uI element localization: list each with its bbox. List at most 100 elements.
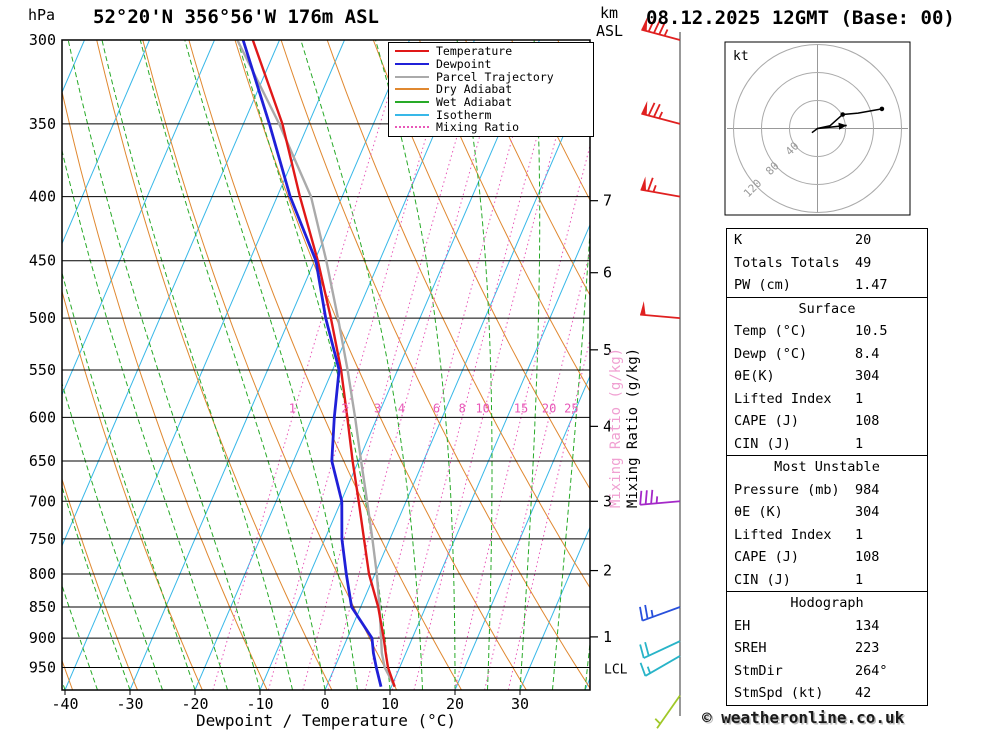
table-row: K 20: [727, 229, 927, 252]
lcl-label: LCL: [604, 662, 628, 677]
table-section: Most Unstable Pressure (mb) 984 θE (K) 304 Li…: [726, 455, 928, 592]
table-row-label: Pressure (mb): [734, 481, 840, 498]
legend-label: Dry Adiabat: [436, 82, 513, 97]
parcel-trajectory-curve: [236, 40, 396, 688]
legend-item: Temperature: [395, 45, 589, 58]
table-row: PW (cm) 1.47: [727, 274, 927, 297]
table-row-value: 304: [855, 368, 880, 384]
legend-item: Isotherm: [395, 108, 589, 121]
legend-label: Dewpoint: [436, 57, 492, 72]
table-row: StmDir 264°: [727, 660, 927, 683]
table-row: CAPE (J) 108: [727, 410, 927, 433]
chart-legend: Temperature Dewpoint Parcel Trajectory Dry …: [388, 42, 594, 137]
hodograph-rings: [727, 44, 908, 213]
legend-label: Isotherm: [436, 107, 492, 122]
table-row-value: 20: [855, 232, 872, 248]
legend-line-sample: [395, 113, 429, 116]
table-section-title: Hodograph: [790, 595, 864, 611]
svg-text:2: 2: [341, 401, 348, 415]
table-row-value: 304: [855, 504, 880, 520]
table-row-label: CIN (J): [734, 435, 791, 452]
table-row-label: Dewp (°C): [734, 345, 808, 362]
legend-line-sample: [395, 126, 429, 129]
legend-item: Dewpoint: [395, 58, 589, 71]
altitude-tick-labels: 1 2 3 4 5 6 7: [590, 192, 612, 646]
svg-text:-20: -20: [181, 695, 208, 713]
svg-text:1: 1: [603, 628, 612, 646]
table-row-value: 8.4: [855, 345, 880, 362]
table-row-value: 108: [855, 549, 880, 565]
svg-text:7: 7: [603, 192, 612, 210]
table-section-title: Most Unstable: [774, 459, 880, 475]
table-row-label: Totals Totals: [734, 254, 840, 271]
svg-text:3: 3: [603, 492, 612, 510]
table-row-value: 42: [855, 685, 872, 701]
table-row-value: 134: [855, 617, 880, 634]
svg-text:800: 800: [29, 565, 56, 583]
wind-barb: [640, 176, 681, 198]
table-row: Totals Totals 49: [727, 252, 927, 275]
svg-text:20: 20: [542, 401, 556, 415]
wind-barb: [640, 301, 681, 320]
table-section: Surface Temp (°C) 10.5 Dewp (°C) 8.4 θE(K) 304…: [726, 296, 928, 456]
svg-text:500: 500: [29, 309, 56, 327]
table-row-label: θE (K): [734, 504, 783, 520]
svg-text:10: 10: [475, 401, 489, 415]
legend-label: Wet Adiabat: [436, 95, 513, 110]
svg-text:6: 6: [603, 264, 612, 282]
km-axis-label: km: [600, 4, 619, 22]
table-row: Pressure (mb) 984: [727, 479, 927, 502]
wind-barb: [639, 640, 681, 659]
svg-text:-40: -40: [51, 695, 78, 713]
table-row-label: Temp (°C): [734, 323, 808, 339]
table-row-value: 49: [855, 254, 872, 271]
legend-item: Mixing Ratio: [395, 121, 589, 134]
mixing-ratio-lines: [212, 57, 590, 690]
svg-text:-10: -10: [246, 695, 273, 713]
table-row-value: 1.47: [855, 277, 888, 293]
pressure-unit-label: hPa: [28, 6, 56, 24]
legend-line-sample: [395, 63, 429, 66]
legend-line-sample: [395, 75, 429, 78]
legend-label: Parcel Trajectory: [436, 69, 554, 84]
table-row-value: 264°: [855, 662, 888, 679]
svg-text:-30: -30: [116, 695, 143, 713]
dewpoint-curve: [241, 40, 383, 688]
table-row-value: 223: [855, 640, 880, 656]
svg-text:550: 550: [29, 361, 56, 379]
svg-text:2: 2: [603, 562, 612, 580]
svg-text:400: 400: [29, 188, 56, 206]
svg-text:900: 900: [29, 629, 56, 647]
wind-barb: [641, 100, 681, 125]
wind-barbs: [639, 16, 681, 729]
table-row-label: SREH: [734, 640, 767, 656]
table-row-value: 1: [855, 526, 864, 543]
table-row-label: EH: [734, 617, 751, 634]
legend-line-sample: [395, 50, 429, 53]
svg-text:10: 10: [381, 695, 399, 713]
table-row-value: 1: [855, 571, 864, 588]
wind-barb: [639, 604, 681, 622]
svg-text:450: 450: [29, 252, 56, 270]
hodograph-unit-label: kt: [733, 49, 749, 64]
legend-item: Parcel Trajectory: [395, 70, 589, 83]
svg-text:4: 4: [603, 417, 612, 435]
table-row-value: 1: [855, 390, 864, 407]
wet-adiabat-lines: [62, 40, 590, 690]
svg-text:3: 3: [374, 401, 381, 415]
table-row: EH 134: [727, 615, 927, 638]
table-section-title: Surface: [798, 300, 856, 317]
svg-text:850: 850: [29, 598, 56, 616]
svg-text:750: 750: [29, 530, 56, 548]
svg-text:650: 650: [29, 452, 56, 470]
table-row: CIN (J) 1: [727, 569, 927, 592]
hodograph-trace: [811, 108, 883, 134]
plot-border: [61, 39, 591, 691]
svg-text:6: 6: [433, 401, 440, 415]
table-section: Hodograph EH 134 SREH 223 StmDir 264° StmSpd (k…: [726, 591, 928, 706]
asl-axis-label: ASL: [596, 22, 624, 40]
legend-item: Dry Adiabat: [395, 83, 589, 96]
svg-text:700: 700: [29, 492, 56, 510]
table-row: SREH 223: [727, 637, 927, 660]
